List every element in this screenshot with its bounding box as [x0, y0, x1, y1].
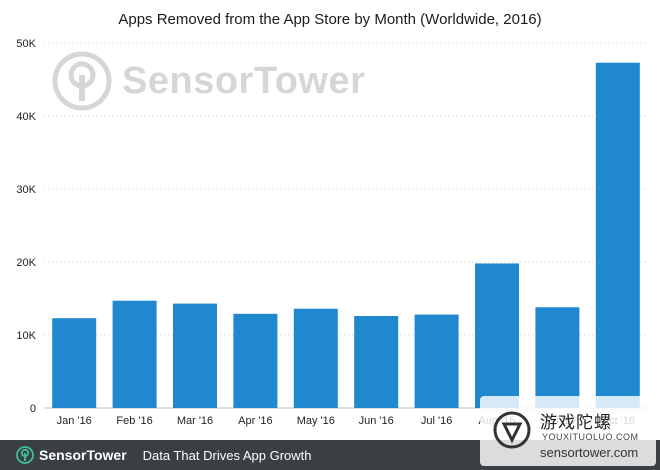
x-tick-label: May '16 [297, 415, 335, 427]
y-tick-label: 50K [16, 38, 36, 50]
overlay-title: 游戏陀螺 [540, 413, 612, 432]
bar [52, 318, 97, 408]
footer-brand: SensorTower [39, 447, 127, 463]
x-tick-label: Jun '16 [359, 415, 394, 427]
bar [233, 313, 278, 408]
x-tick-label: Feb '16 [116, 415, 152, 427]
y-tick-label: 0 [30, 403, 36, 415]
bar [293, 308, 338, 408]
spinning-top-icon [493, 411, 531, 449]
bar [354, 316, 399, 408]
sensor-tower-logo-icon [16, 446, 34, 464]
y-tick-label: 20K [16, 257, 36, 269]
footer-logo: SensorTower [16, 446, 127, 464]
footer-tagline: Data That Drives App Growth [142, 447, 312, 463]
overlay-domain: sensortower.com [540, 445, 639, 460]
x-tick-label: Apr '16 [238, 415, 273, 427]
x-tick-label: Jan '16 [57, 415, 92, 427]
bar-chart: 0 10K 20K 30K 40K 50K Jan '16 Feb '16 Mar '16 Apr… [16, 38, 648, 427]
bar [173, 303, 217, 408]
bar [414, 314, 459, 408]
y-tick-label: 30K [16, 184, 36, 196]
overlay-subtitle: YOUXITUOLUO.COM [542, 432, 639, 442]
bar [595, 62, 640, 409]
bar [475, 263, 519, 408]
bar [535, 307, 580, 408]
x-tick-label: Mar '16 [177, 415, 213, 427]
youxituoluo-watermark: 游戏陀螺 YOUXITUOLUO.COM sensortower.com [480, 396, 656, 466]
x-tick-label: Jul '16 [421, 415, 452, 427]
bar [112, 300, 157, 408]
chart-title: Apps Removed from the App Store by Month… [118, 11, 542, 28]
y-tick-label: 40K [16, 111, 36, 123]
y-tick-label: 10K [16, 330, 36, 342]
